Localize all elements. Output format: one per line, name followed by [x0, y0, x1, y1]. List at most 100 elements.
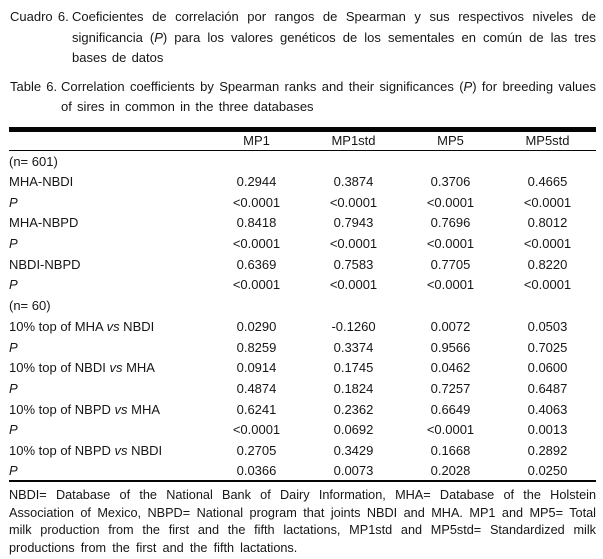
row-label: 10% top of NBDI vs MHA [9, 360, 155, 376]
value-cell: 0.0250 [527, 463, 568, 479]
p-row: P 0.8259 0.3374 0.9566 0.7025 [9, 337, 596, 358]
value-cell: <0.0001 [329, 194, 378, 210]
p-row: P 0.0366 0.0073 0.2028 0.0250 [9, 461, 596, 482]
value-cell: 0.3874 [333, 174, 374, 189]
data-row-mha-nbdi: MHA-NBDI 0.2944 0.3874 0.3706 0.4665 [9, 171, 596, 192]
column-header-mp5std: MP5std [499, 129, 596, 151]
value-cell: <0.0001 [426, 194, 475, 210]
data-row-mha-nbpd: MHA-NBPD 0.8418 0.7943 0.7696 0.8012 [9, 213, 596, 234]
value-cell: 0.1824 [333, 380, 374, 396]
row-label-p: P [9, 277, 18, 293]
value-cell: 0.4063 [527, 401, 568, 417]
value-cell: 0.3706 [430, 174, 471, 189]
value-cell: 0.4665 [527, 174, 568, 189]
row-label-p: P [9, 380, 18, 396]
value-cell: 0.7943 [333, 215, 374, 231]
value-cell: 0.8259 [236, 339, 277, 355]
row-label-p: P [9, 463, 18, 479]
caption-english: Table 6. Correlation coefficients by Spea… [9, 77, 596, 118]
row-label: NBDI-NBPD [9, 256, 81, 272]
column-header-mp1std: MP1std [305, 129, 402, 151]
section-label: (n= 60) [9, 298, 51, 314]
value-cell: 0.8012 [527, 215, 568, 231]
column-header-mp1: MP1 [208, 129, 305, 151]
value-cell: 0.0366 [236, 463, 277, 479]
column-header-mp5: MP5 [402, 129, 499, 151]
value-cell: 0.0013 [527, 422, 568, 438]
value-cell: <0.0001 [426, 236, 475, 252]
row-label: 10% top of MHA vs NBDI [9, 318, 155, 334]
value-cell: <0.0001 [232, 236, 281, 252]
table-header-row: MP1 MP1std MP5 MP5std [9, 129, 596, 151]
p-row: P <0.0001 <0.0001 <0.0001 <0.0001 [9, 233, 596, 254]
value-cell: <0.0001 [523, 236, 572, 252]
value-cell: 0.7705 [430, 256, 471, 272]
caption-spanish-text-2: ) para los valores genéticos de los seme… [72, 29, 596, 66]
caption-english-text-1: Correlation coefficients by Spearman ran… [61, 78, 464, 94]
value-cell: 0.8418 [236, 215, 277, 231]
value-cell: 0.6487 [527, 380, 568, 396]
value-cell: 0.0914 [236, 360, 277, 376]
value-cell: 0.7696 [430, 215, 471, 231]
caption-english-text-2: ) for breeding values of sires in common… [61, 78, 596, 115]
row-label-p: P [9, 422, 18, 438]
caption-spanish-text-1: Coeficientes de correlación por rangos d… [72, 9, 596, 45]
value-cell: 0.3429 [333, 442, 374, 458]
value-cell: 0.6649 [430, 401, 471, 417]
value-cell: 0.2705 [236, 442, 277, 458]
data-row-nbdi-nbpd: NBDI-NBPD 0.6369 0.7583 0.7705 0.8220 [9, 254, 596, 275]
table-footnote: NBDI= Database of the National Bank of D… [9, 488, 596, 555]
value-cell: 0.2362 [333, 401, 374, 417]
value-cell: 0.0503 [527, 318, 568, 334]
value-cell: 0.3374 [333, 339, 374, 355]
caption-english-label: Table 6. [10, 78, 58, 94]
value-cell: <0.0001 [523, 194, 572, 210]
value-cell: -0.1260 [331, 318, 376, 334]
value-cell: 0.6241 [236, 401, 277, 417]
value-cell: 0.0600 [527, 360, 568, 376]
value-cell: 0.0290 [236, 318, 277, 334]
section-row-n601: (n= 601) [9, 150, 596, 171]
data-row-top-nbdi-vs-mha: 10% top of NBDI vs MHA 0.0914 0.1745 0.0… [9, 357, 596, 378]
correlation-table: MP1 MP1std MP5 MP5std (n= 601) MHA-NBDI … [9, 126, 596, 483]
value-cell: <0.0001 [232, 194, 281, 210]
value-cell: 0.2944 [236, 174, 277, 189]
data-row-top-mha-vs-nbdi: 10% top of MHA vs NBDI 0.0290 -0.1260 0.… [9, 316, 596, 337]
value-cell: <0.0001 [232, 277, 281, 293]
data-row-top-nbpd-vs-mha: 10% top of NBPD vs MHA 0.6241 0.2362 0.6… [9, 399, 596, 420]
data-row-top-nbpd-vs-nbdi: 10% top of NBPD vs NBDI 0.2705 0.3429 0.… [9, 440, 596, 461]
value-cell: <0.0001 [329, 277, 378, 293]
value-cell: <0.0001 [329, 236, 378, 252]
caption-english-italic-p: P [463, 78, 473, 94]
value-cell: <0.0001 [426, 277, 475, 293]
p-row: P <0.0001 <0.0001 <0.0001 <0.0001 [9, 275, 596, 296]
value-cell: 0.9566 [430, 339, 471, 355]
value-cell: 0.0692 [333, 422, 374, 438]
value-cell: 0.8220 [527, 256, 568, 272]
value-cell: 0.2028 [430, 463, 471, 479]
row-label: MHA-NBDI [9, 174, 74, 189]
row-label-p: P [9, 236, 18, 252]
column-header-empty [9, 129, 208, 151]
value-cell: <0.0001 [232, 422, 281, 438]
row-label: 10% top of NBPD vs NBDI [9, 442, 163, 458]
value-cell: 0.0072 [430, 318, 471, 334]
row-label: MHA-NBPD [9, 215, 79, 231]
row-label-p: P [9, 194, 18, 210]
value-cell: 0.2892 [527, 442, 568, 458]
value-cell: 0.7257 [430, 380, 471, 396]
value-cell: 0.7583 [333, 256, 374, 272]
section-label: (n= 601) [9, 153, 58, 169]
value-cell: 0.1668 [430, 442, 471, 458]
value-cell: 0.1745 [333, 360, 374, 376]
value-cell: 0.6369 [236, 256, 277, 272]
p-row: P 0.4874 0.1824 0.7257 0.6487 [9, 378, 596, 399]
section-row-n60: (n= 60) [9, 295, 596, 316]
value-cell: <0.0001 [523, 277, 572, 293]
p-row: P <0.0001 <0.0001 <0.0001 <0.0001 [9, 192, 596, 213]
row-label: 10% top of NBPD vs MHA [9, 401, 160, 417]
value-cell: 0.4874 [236, 380, 277, 396]
value-cell: 0.0073 [333, 463, 374, 479]
row-label-p: P [9, 339, 18, 355]
